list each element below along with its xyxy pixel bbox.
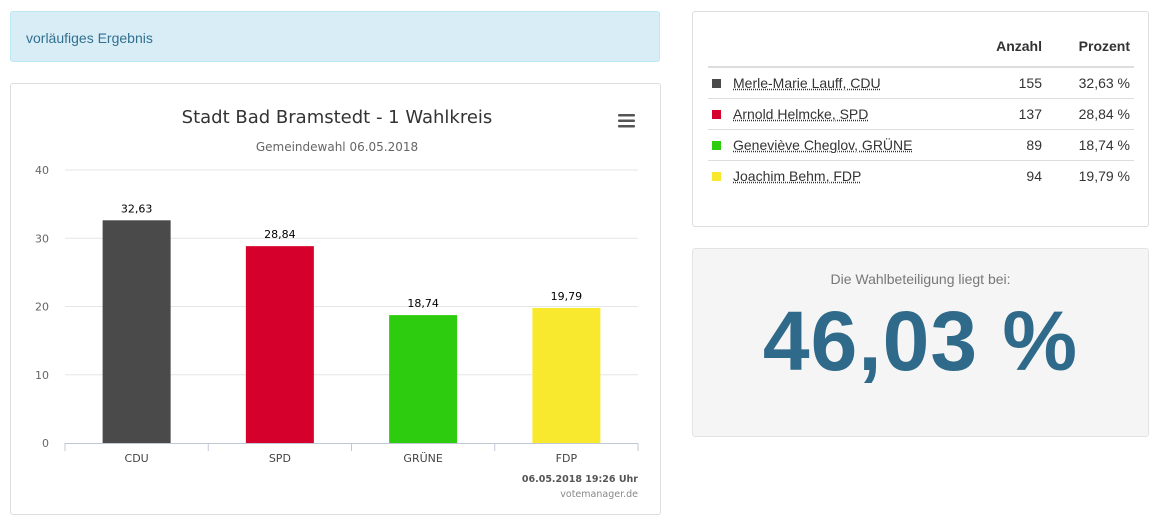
chart-subtitle: Gemeindewahl 06.05.2018 — [256, 140, 418, 154]
count-cell: 94 — [968, 160, 1046, 191]
results-panel: Anzahl Prozent Merle-Marie Lauff, CDU 15… — [692, 11, 1149, 227]
x-tick-label: FDP — [556, 452, 578, 465]
header-count: Anzahl — [968, 26, 1046, 68]
turnout-value: 46,03 % — [762, 294, 1079, 388]
header-candidate — [708, 26, 968, 68]
x-tick-label: GRÜNE — [403, 452, 442, 465]
results-header-row: Anzahl Prozent — [708, 26, 1134, 68]
status-alert: vorläufiges Ergebnis — [10, 11, 660, 62]
candidate-cell: Joachim Behm, FDP — [708, 160, 968, 191]
bar — [102, 220, 171, 443]
count-cell: 155 — [1018, 75, 1042, 91]
party-color-swatch — [712, 171, 721, 181]
results-table: Anzahl Prozent Merle-Marie Lauff, CDU 15… — [708, 26, 1134, 191]
bar — [245, 246, 314, 443]
party-color-swatch — [712, 140, 721, 150]
y-tick-label: 0 — [42, 437, 49, 450]
percent-cell: 19,79 % — [1046, 160, 1134, 191]
bar — [532, 307, 601, 443]
y-tick-label: 40 — [35, 164, 49, 177]
candidate-link[interactable]: Joachim Behm, FDP — [733, 168, 862, 184]
candidate-cell: Geneviève Cheglov, GRÜNE — [708, 129, 968, 161]
chart-timestamp: 06.05.2018 19:26 Uhr — [522, 474, 638, 485]
party-color-swatch — [712, 109, 721, 119]
data-label: 28,84 — [264, 228, 296, 241]
candidate-link[interactable]: Arnold Helmcke, SPD — [733, 106, 869, 122]
chart-credit[interactable]: votemanager.de — [560, 489, 638, 500]
y-tick-label: 20 — [35, 301, 49, 314]
candidate-cell: Arnold Helmcke, SPD — [708, 98, 968, 130]
percent-cell: 28,84 % — [1046, 98, 1134, 130]
percent-cell: 18,74 % — [1046, 129, 1134, 161]
table-row: Arnold Helmcke, SPD 137 28,84 % — [708, 98, 1134, 130]
bar — [389, 315, 458, 443]
table-row: Joachim Behm, FDP 94 19,79 % — [708, 160, 1134, 191]
turnout-panel: Die Wahlbeteiligung liegt bei: 46,03 % — [692, 248, 1149, 437]
chart-title: Stadt Bad Bramstedt - 1 Wahlkreis — [182, 107, 493, 128]
x-tick-label: SPD — [269, 452, 291, 465]
count-cell: 89 — [968, 129, 1046, 161]
percent-cell: 32,63 % — [1078, 75, 1130, 91]
y-tick-label: 10 — [35, 369, 49, 382]
data-label: 18,74 — [407, 297, 439, 310]
status-alert-text: vorläufiges Ergebnis — [26, 30, 153, 46]
data-label: 19,79 — [551, 290, 583, 303]
candidate-link[interactable]: Merle-Marie Lauff, CDU — [733, 75, 881, 91]
hamburger-menu-icon[interactable] — [611, 110, 641, 132]
candidate-cell: Merle-Marie Lauff, CDU — [708, 67, 968, 99]
data-label: 32,63 — [121, 202, 153, 215]
candidate-link[interactable]: Geneviève Cheglov, GRÜNE — [733, 137, 913, 153]
x-tick-label: CDU — [125, 452, 149, 465]
table-row: Geneviève Cheglov, GRÜNE 89 18,74 % — [708, 129, 1134, 161]
chart-panel: Stadt Bad Bramstedt - 1 Wahlkreis Gemein… — [10, 83, 661, 515]
party-color-swatch — [712, 78, 721, 88]
y-tick-label: 30 — [35, 232, 49, 245]
table-row: Merle-Marie Lauff, CDU 155 32,63 % — [708, 67, 1134, 99]
bar-chart: Stadt Bad Bramstedt - 1 Wahlkreis Gemein… — [35, 107, 641, 500]
header-percent: Prozent — [1046, 26, 1134, 68]
turnout-label: Die Wahlbeteiligung liegt bei: — [830, 271, 1011, 287]
count-cell: 137 — [968, 98, 1046, 130]
